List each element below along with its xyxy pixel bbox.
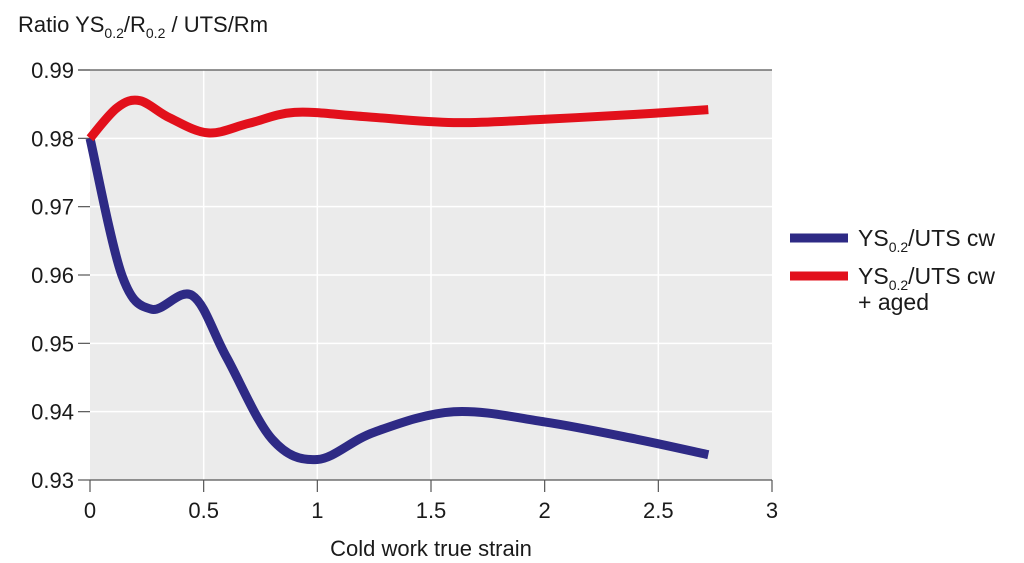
y-tick-label: 0.97 — [31, 195, 74, 220]
x-tick-label: 0 — [84, 498, 96, 523]
grid-lines — [90, 70, 772, 480]
x-tick-label: 3 — [766, 498, 778, 523]
y-tick-labels: 0.93 0.94 0.95 0.96 0.97 0.98 0.99 — [31, 58, 74, 493]
legend-label-2-line2: + aged — [858, 289, 929, 315]
x-tick-label: 2 — [539, 498, 551, 523]
y-tick-label: 0.95 — [31, 331, 74, 356]
x-axis-title: Cold work true strain — [330, 536, 532, 561]
legend-label-1: YS0.2/UTS cw — [858, 225, 995, 255]
y-tick-label: 0.94 — [31, 400, 74, 425]
x-tick-label: 2.5 — [643, 498, 674, 523]
x-tick-label: 0.5 — [188, 498, 219, 523]
x-tick-label: 1.5 — [416, 498, 447, 523]
y-tick-label: 0.98 — [31, 126, 74, 151]
y-tick-label: 0.96 — [31, 263, 74, 288]
x-tick-label: 1 — [311, 498, 323, 523]
y-tick-label: 0.99 — [31, 58, 74, 83]
series-line-2 — [86, 95, 709, 142]
y-tick-label: 0.93 — [31, 468, 74, 493]
legend-label-2: YS0.2/UTS cw — [858, 263, 995, 293]
series-line-1 — [85, 137, 710, 465]
series-lines — [85, 95, 710, 465]
y-axis-title: Ratio YS0.2/R0.2 / UTS/Rm — [18, 12, 268, 41]
axes — [78, 69, 773, 492]
x-tick-labels: 0 0.5 1 1.5 2 2.5 3 — [84, 498, 778, 523]
